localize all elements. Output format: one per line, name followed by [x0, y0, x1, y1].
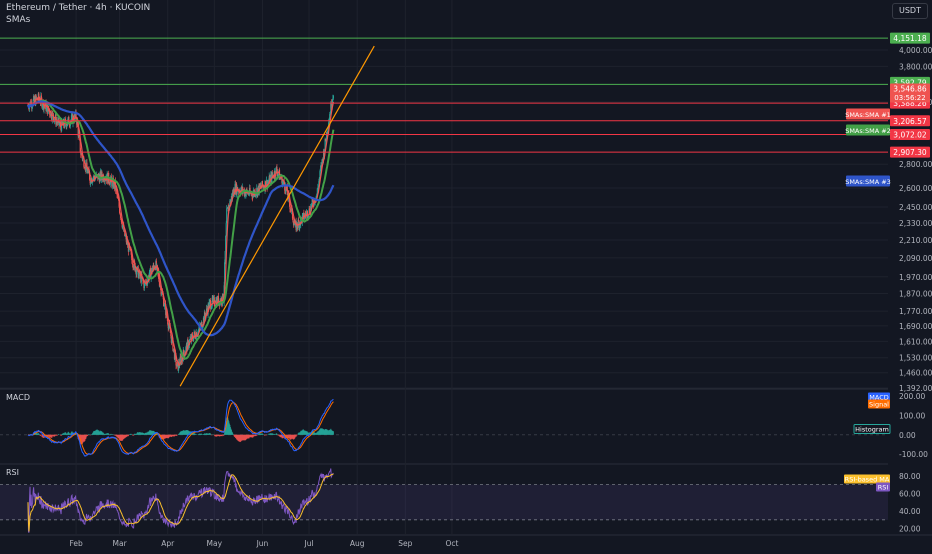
symbol-title: Ethereum / Tether · 4h · KUCOIN — [6, 3, 150, 13]
rsi-axis-tick: 60.00 — [899, 489, 921, 498]
price-axis-tick: 1,460.00 — [899, 369, 932, 378]
macd-histogram-bar — [264, 435, 265, 436]
time-axis-label: Oct — [445, 539, 458, 548]
price-axis-tick: 1,690.00 — [899, 322, 932, 331]
price-axis-tick: 2,450.00 — [899, 203, 932, 212]
candle-body — [66, 125, 67, 127]
macd-histogram-bar — [57, 435, 58, 436]
sma-tag-text: SMAs:SMA #2 — [845, 127, 891, 135]
macd-histogram-bar — [210, 434, 211, 435]
price-axis-tick: 2,330.00 — [899, 219, 932, 228]
time-axis-label: Jul — [304, 539, 314, 548]
macd-histogram-bar — [276, 434, 277, 435]
price-level-tag-text: 3,206.57 — [893, 117, 927, 126]
rsi-band — [0, 485, 888, 520]
price-axis-tick: 2,210.00 — [899, 236, 932, 245]
time-axis-label: Apr — [161, 539, 175, 548]
macd-histogram-bar — [114, 435, 115, 436]
macd-line — [28, 399, 333, 456]
rsi-title: RSI — [6, 468, 19, 477]
time-axis-label: Jun — [256, 539, 269, 548]
macd-histogram-bar — [257, 435, 258, 436]
macd-histogram-bar — [39, 434, 40, 435]
rsi-legend-text: RSI — [878, 484, 889, 492]
candle-body — [289, 203, 290, 209]
price-pane — [0, 38, 888, 386]
time-axis-label: Mar — [113, 539, 128, 548]
sma-line — [28, 101, 333, 335]
price-level-tag-text: 2,907.30 — [893, 148, 927, 157]
price-level-tag-text: 4,151.18 — [893, 34, 927, 43]
rsi-axis-tick: 20.00 — [899, 525, 921, 534]
macd-axis-tick: -100.00 — [899, 450, 928, 459]
countdown-text: 03:56:22 — [894, 94, 925, 102]
price-axis-tick: 2,090.00 — [899, 254, 932, 263]
price-axis-tick: 3,800.00 — [899, 62, 932, 71]
price-axis-tick: 1,970.00 — [899, 273, 932, 282]
macd-histogram-bar — [112, 434, 113, 435]
sma-line — [28, 101, 333, 359]
rsi-axis-tick: 80.00 — [899, 472, 921, 481]
candle-body — [226, 208, 227, 223]
macd-histogram-bar — [131, 434, 132, 435]
currency-button[interactable]: USDT — [892, 3, 928, 19]
macd-histogram-bar — [87, 435, 88, 436]
candle-body — [183, 350, 184, 354]
last-price-text: 3,546.86 — [893, 84, 927, 93]
time-axis-label: Sep — [398, 539, 412, 548]
price-axis-tick: 4,000.00 — [899, 46, 932, 55]
price-axis-tick: 1,530.00 — [899, 354, 932, 363]
candle-body — [333, 96, 334, 99]
time-axis-label: Feb — [69, 539, 83, 548]
sma-tag-text: SMAs:SMA #1 — [845, 111, 891, 119]
macd-axis-tick: 100.00 — [899, 411, 925, 420]
macd-axis-tick: 0.00 — [899, 431, 916, 440]
macd-axis-tick: 200.00 — [899, 392, 925, 401]
macd-histogram-bar — [176, 435, 177, 436]
sma-tag-text: SMAs:SMA #3 — [845, 178, 891, 186]
macd-histogram-bar — [111, 434, 112, 435]
macd-histogram-bar — [88, 434, 89, 435]
macd-title: MACD — [6, 393, 30, 402]
rsi-legend-text: RSI-based MA — [845, 476, 890, 484]
macd-histogram-bar — [60, 435, 61, 436]
macd-histogram-bar — [333, 431, 334, 434]
candle-body — [170, 333, 171, 336]
rsi-axis-tick: 40.00 — [899, 507, 921, 516]
macd-histogram-bar — [223, 435, 224, 436]
trendline — [180, 46, 374, 386]
macd-histogram-bar — [89, 435, 90, 436]
price-axis-tick: 1,610.00 — [899, 337, 932, 346]
price-level-tag-text: 3,072.02 — [893, 131, 927, 140]
indicator-label[interactable]: SMAs — [6, 15, 30, 25]
macd-legend-text: Histogram — [855, 426, 889, 434]
macd-histogram-bar — [256, 435, 257, 436]
time-axis-label: May — [207, 539, 223, 548]
macd-histogram-bar — [133, 435, 134, 436]
price-axis-tick: 2,600.00 — [899, 184, 932, 193]
time-axis-label: Aug — [350, 539, 365, 548]
macd-legend-text: Signal — [869, 401, 889, 409]
macd-histogram-bar — [265, 435, 266, 436]
price-axis-tick: 1,870.00 — [899, 289, 932, 298]
price-axis-tick: 1,770.00 — [899, 307, 932, 316]
price-axis-tick: 2,800.00 — [899, 160, 932, 169]
sma-line — [28, 98, 333, 366]
